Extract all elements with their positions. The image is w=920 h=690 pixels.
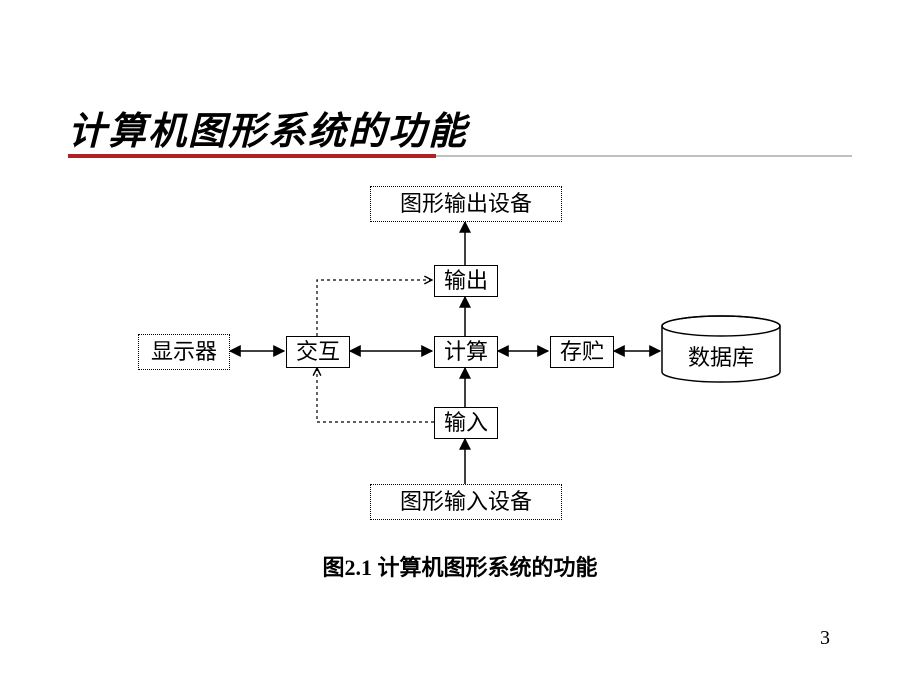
- node-interact: 交互: [286, 336, 350, 368]
- page-number: 3: [820, 627, 830, 650]
- edge-interact-to-output: [317, 280, 432, 336]
- figure-caption: 图2.1 计算机图形系统的功能: [0, 550, 920, 582]
- node-database: 数据库: [662, 340, 780, 372]
- node-input: 输入: [434, 407, 498, 439]
- node-storage: 存贮: [550, 336, 614, 368]
- edge-input-to-interact: [317, 368, 434, 422]
- node-compute: 计算: [434, 336, 498, 368]
- node-display: 显示器: [138, 334, 230, 370]
- node-output: 输出: [434, 265, 498, 297]
- node-input-device: 图形输入设备: [370, 484, 562, 520]
- node-output-device: 图形输出设备: [370, 186, 562, 222]
